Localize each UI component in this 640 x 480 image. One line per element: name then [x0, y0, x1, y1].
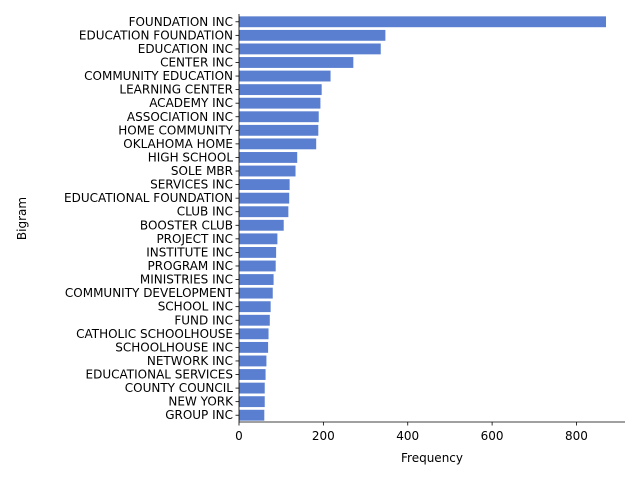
x-axis-ticks: 0 200 400 600 800 [235, 422, 588, 443]
bar [239, 233, 278, 245]
bar [239, 369, 266, 380]
bar [239, 16, 607, 28]
bar [239, 287, 273, 299]
bar [239, 179, 290, 191]
category-label: PROJECT INC [156, 232, 233, 246]
x-tick-label: 600 [481, 429, 504, 443]
bar [239, 314, 270, 326]
bar [239, 84, 322, 96]
category-label: OKLAHOMA HOME [123, 137, 233, 151]
category-label: LEARNING CENTER [119, 83, 233, 97]
category-label: COUNTY COUNCIL [125, 381, 234, 395]
x-axis-label: Frequency [401, 451, 463, 465]
bars-group [239, 16, 607, 421]
bar [239, 57, 354, 68]
category-label: SCHOOLHOUSE INC [115, 340, 233, 354]
category-label: INSTITUTE INC [146, 245, 233, 259]
bar [239, 382, 265, 394]
bar [239, 396, 265, 408]
category-label: CLUB INC [177, 205, 233, 219]
category-label: COMMUNITY DEVELOPMENT [65, 286, 234, 300]
y-axis-label: Bigram [15, 197, 29, 240]
bar [239, 111, 319, 123]
category-label: EDUCATION INC [138, 42, 233, 56]
category-label: EDUCATIONAL SERVICES [86, 368, 233, 382]
bar [239, 274, 274, 285]
bar [239, 219, 284, 231]
bar [239, 355, 267, 367]
x-tick-label: 400 [396, 429, 419, 443]
category-label: MINISTRIES INC [140, 273, 233, 287]
category-label: FOUNDATION INC [129, 15, 233, 29]
bar [239, 409, 265, 421]
bar [239, 341, 269, 353]
bar [239, 97, 321, 109]
x-tick-label: 0 [235, 429, 243, 443]
category-label: SCHOOL INC [158, 300, 233, 314]
bar [239, 301, 271, 313]
bar [239, 70, 331, 82]
bar [239, 29, 386, 41]
category-label: EDUCATIONAL FOUNDATION [64, 191, 233, 205]
category-label: CATHOLIC SCHOOLHOUSE [76, 327, 233, 341]
category-label: GROUP INC [165, 408, 233, 422]
bar [239, 260, 276, 272]
category-label: SERVICES INC [150, 178, 233, 192]
x-tick-label: 800 [565, 429, 588, 443]
bar [239, 192, 290, 204]
bar [239, 124, 319, 136]
bar [239, 206, 289, 218]
category-label: ACADEMY INC [149, 96, 233, 110]
category-label: EDUCATION FOUNDATION [79, 28, 233, 42]
bar [239, 328, 269, 340]
category-label: NEW YORK [168, 395, 234, 409]
bar [239, 246, 277, 258]
bar [239, 43, 381, 55]
category-label: HIGH SCHOOL [148, 150, 234, 164]
bar [239, 138, 317, 150]
category-label: NETWORK INC [147, 354, 233, 368]
category-label: CENTER INC [160, 55, 233, 69]
category-label: FUND INC [174, 313, 233, 327]
bar [239, 165, 296, 177]
category-label: PROGRAM INC [148, 259, 233, 273]
category-label: COMMUNITY EDUCATION [84, 69, 233, 83]
category-label: SOLE MBR [171, 164, 233, 178]
category-label: ASSOCIATION INC [127, 110, 233, 124]
x-tick-label: 200 [312, 429, 335, 443]
category-label: BOOSTER CLUB [140, 218, 233, 232]
bar [239, 152, 298, 163]
category-label: HOME COMMUNITY [118, 123, 233, 137]
